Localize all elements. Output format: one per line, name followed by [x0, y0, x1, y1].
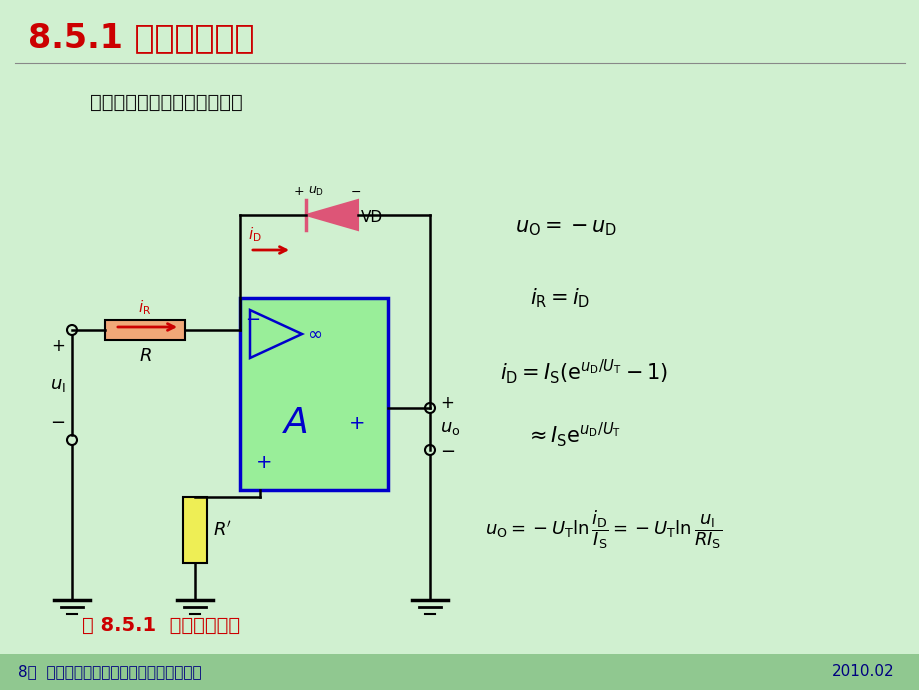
Text: $-$: $-$: [439, 441, 455, 459]
Text: $i_{\mathrm{R}} = i_{\mathrm{D}}$: $i_{\mathrm{R}} = i_{\mathrm{D}}$: [529, 286, 590, 310]
Bar: [240, 298, 388, 490]
Text: $-$: $-$: [349, 184, 361, 197]
Text: $i_{\mathrm{R}}$: $i_{\mathrm{R}}$: [138, 299, 152, 317]
Text: $\approx I_{\mathrm{S}}\mathrm{e}^{u_{\mathrm{D}}/U_{\mathrm{T}}}$: $\approx I_{\mathrm{S}}\mathrm{e}^{u_{\m…: [525, 421, 620, 449]
Text: 8.5.1 对数运算电路: 8.5.1 对数运算电路: [28, 21, 255, 55]
Text: $R'$: $R'$: [213, 520, 232, 540]
Text: 2010.02: 2010.02: [832, 664, 894, 680]
Bar: [105, 320, 185, 340]
Text: $i_{\mathrm{D}} = I_{\mathrm{S}}(\mathrm{e}^{u_{\mathrm{D}}/U_{\mathrm{T}}} -1)$: $i_{\mathrm{D}} = I_{\mathrm{S}}(\mathrm…: [499, 357, 667, 386]
Text: $A$: $A$: [281, 406, 308, 440]
Text: $+$: $+$: [439, 394, 454, 412]
Bar: [183, 497, 207, 563]
Text: $u_{\mathrm{o}}$: $u_{\mathrm{o}}$: [439, 419, 460, 437]
Text: $u_{\mathrm{I}}$: $u_{\mathrm{I}}$: [50, 376, 66, 394]
Text: 8章  运算放大器和模拟乘法器线性应用电路: 8章 运算放大器和模拟乘法器线性应用电路: [18, 664, 201, 680]
Text: $-$: $-$: [51, 412, 65, 430]
Text: $+$: $+$: [292, 184, 304, 197]
Text: 图 8.5.1  对数运算电路: 图 8.5.1 对数运算电路: [82, 615, 240, 635]
Text: $u_{\mathrm{O}} = -U_{\mathrm{T}}\ln\dfrac{i_{\mathrm{D}}}{I_{\mathrm{S}}} = -U_: $u_{\mathrm{O}} = -U_{\mathrm{T}}\ln\dfr…: [484, 509, 721, 551]
Text: $\infty$: $\infty$: [307, 325, 322, 343]
Text: $R$: $R$: [139, 347, 152, 365]
Text: VD: VD: [360, 210, 382, 224]
Text: 对数运算电路见图。由图可知: 对数运算电路见图。由图可知: [90, 92, 243, 112]
Text: $u_{\mathrm{O}} = -u_{\mathrm{D}}$: $u_{\mathrm{O}} = -u_{\mathrm{D}}$: [515, 218, 617, 238]
Text: $+$: $+$: [255, 453, 271, 471]
Polygon shape: [306, 200, 357, 230]
Text: $+$: $+$: [51, 337, 65, 355]
Text: $-$: $-$: [244, 309, 260, 327]
Text: $u_{\mathrm{D}}$: $u_{\mathrm{D}}$: [308, 184, 323, 197]
Bar: [0, 654, 919, 690]
Text: $i_{\mathrm{D}}$: $i_{\mathrm{D}}$: [248, 226, 261, 244]
Text: $+$: $+$: [347, 413, 364, 433]
